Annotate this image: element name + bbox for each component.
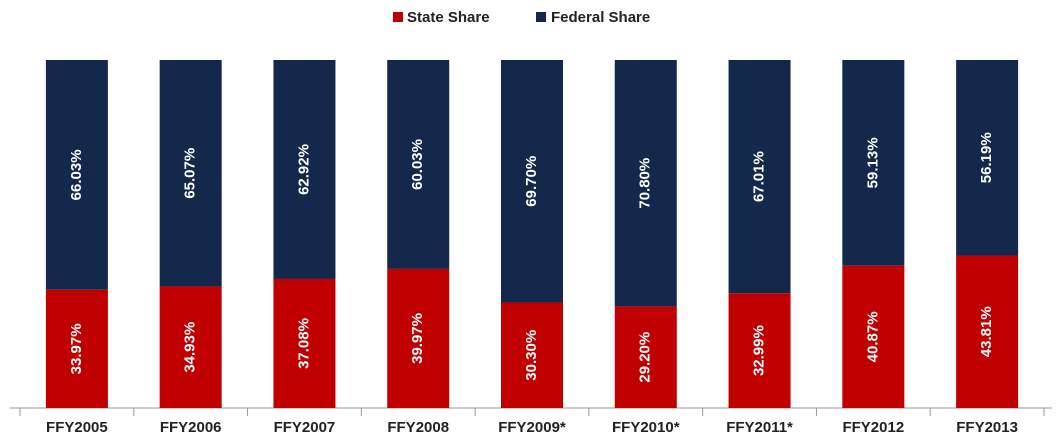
legend-label: State Share (407, 9, 490, 26)
value-label: 60.03% (409, 139, 426, 190)
value-label: 70.80% (637, 158, 654, 209)
x-tick-label: FFY2008 (387, 419, 449, 436)
value-label: 30.30% (523, 330, 540, 381)
value-label: 32.99% (751, 325, 768, 376)
x-tick-label: FFY2012 (842, 419, 904, 436)
legend-label: Federal Share (551, 9, 650, 26)
bar-segment (273, 278, 336, 408)
bar-segment (614, 60, 677, 307)
bar-segment (387, 60, 450, 269)
value-label: 69.70% (523, 156, 540, 207)
x-tick-label: FFY2006 (160, 419, 222, 436)
value-label: 37.08% (295, 318, 312, 369)
bar-segment (159, 286, 222, 408)
x-tick-label: FFY2010* (612, 419, 680, 436)
legend-swatch (536, 12, 546, 22)
bar-segment (842, 60, 905, 266)
value-label: 33.97% (68, 323, 85, 374)
x-tick-label: FFY2007 (274, 419, 336, 436)
x-tick-label: FFY2005 (46, 419, 108, 436)
bar-segment (273, 60, 336, 279)
bar-segment (501, 302, 563, 408)
x-tick-label: FFY2009* (498, 419, 566, 436)
bar-segment (45, 60, 108, 290)
value-label: 66.03% (68, 149, 85, 200)
value-label: 34.93% (182, 322, 199, 373)
value-label: 59.13% (864, 137, 881, 188)
bar-segment (728, 60, 791, 294)
x-tick-label: FFY2011* (726, 419, 793, 436)
bar-segment (842, 265, 905, 408)
value-label: 65.07% (182, 148, 199, 199)
value-label: 43.81% (978, 306, 995, 357)
bar-segment (159, 60, 222, 287)
value-label: 40.87% (864, 311, 881, 362)
x-tick-label: FFY2013 (956, 419, 1018, 436)
value-label: 29.20% (637, 332, 654, 383)
bar-segment (956, 60, 1019, 256)
value-label: 62.92% (295, 144, 312, 195)
legend-swatch (393, 12, 403, 22)
value-label: 56.19% (978, 132, 995, 183)
bar-segment (614, 306, 677, 408)
bar-segment (956, 255, 1019, 408)
value-label: 39.97% (409, 313, 426, 364)
bar-segment (387, 268, 450, 408)
bar-segment (728, 293, 791, 408)
value-label: 67.01% (751, 151, 768, 202)
bar-segment (501, 60, 563, 303)
bar-segment (45, 289, 108, 408)
